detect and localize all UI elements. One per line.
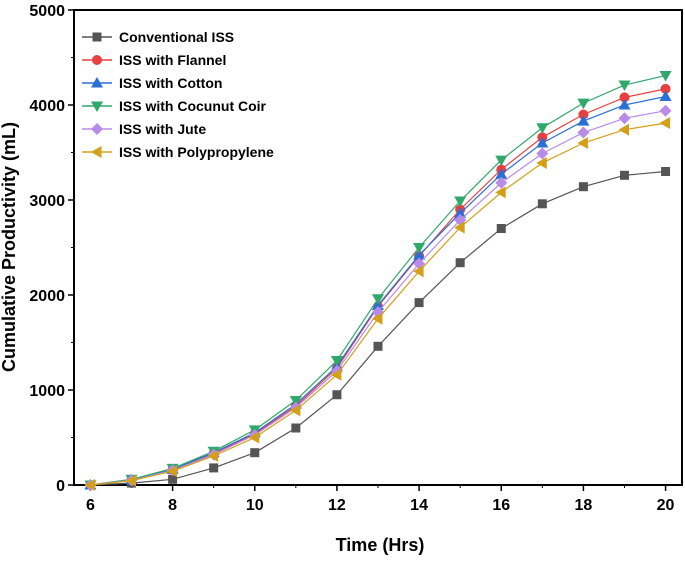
- data-point: [248, 431, 260, 444]
- x-tick-label: 8: [168, 497, 177, 514]
- data-point: [618, 112, 631, 125]
- series-5: [84, 117, 671, 491]
- data-point: [209, 463, 219, 473]
- x-tick-label: 10: [246, 497, 264, 514]
- data-point: [495, 155, 508, 167]
- series-line: [90, 75, 666, 486]
- legend: Conventional ISS ISS with Flannel ISS with…: [82, 29, 274, 160]
- data-point: [495, 186, 506, 199]
- legend-marker: [91, 146, 102, 158]
- x-tick-label: 20: [657, 497, 675, 514]
- data-point: [578, 109, 589, 120]
- data-point: [619, 170, 629, 180]
- legend-item: Conventional ISS: [82, 29, 234, 45]
- x-tick-label: 6: [86, 497, 95, 514]
- series-0: [85, 167, 671, 490]
- data-point: [659, 117, 671, 130]
- data-point: [291, 423, 301, 433]
- data-point: [618, 99, 631, 110]
- data-point: [578, 182, 588, 192]
- data-point: [166, 465, 178, 478]
- data-point: [537, 199, 547, 209]
- data-point: [577, 137, 588, 149]
- legend-label: Conventional ISS: [119, 29, 234, 45]
- data-point: [495, 168, 508, 179]
- legend-label: ISS with Cocunut Coir: [119, 98, 267, 114]
- data-point: [372, 294, 384, 305]
- legend-label: ISS with Polypropylene: [119, 144, 274, 160]
- data-point: [659, 104, 672, 117]
- y-axis-title: Cumulative Productivity (mL): [0, 122, 19, 372]
- data-point: [125, 474, 137, 487]
- y-tick-label: 5000: [29, 3, 65, 20]
- legend-marker: [91, 77, 103, 88]
- legend-item: ISS with Jute: [82, 121, 206, 137]
- data-point: [536, 137, 549, 148]
- data-point: [332, 390, 342, 400]
- x-tick-label: 18: [575, 497, 593, 514]
- legend-marker: [92, 32, 102, 42]
- legend-label: ISS with Cotton: [119, 75, 222, 91]
- legend-label: ISS with Jute: [119, 121, 206, 137]
- y-tick-label: 0: [56, 478, 65, 495]
- data-point: [536, 147, 549, 160]
- data-point: [372, 312, 383, 325]
- data-point: [413, 265, 424, 278]
- data-point: [661, 167, 671, 176]
- data-point: [496, 224, 506, 233]
- data-point: [619, 92, 630, 103]
- data-point: [455, 258, 465, 268]
- series-layer: [84, 71, 672, 491]
- data-point: [659, 90, 672, 101]
- data-point: [659, 71, 672, 82]
- x-axis-title: Time (Hrs): [336, 535, 425, 555]
- data-point: [618, 80, 631, 92]
- axes: 6 8 10 12 14 16 18 20 0 1000 2000 3000 4000 5000: [29, 3, 683, 514]
- legend-marker: [91, 101, 103, 112]
- data-point: [413, 249, 426, 260]
- legend-item: ISS with Flannel: [82, 52, 226, 68]
- legend-item: ISS with Cotton: [82, 75, 222, 91]
- data-point: [454, 207, 467, 218]
- legend-item: ISS with Cocunut Coir: [82, 98, 267, 114]
- data-point: [577, 98, 590, 110]
- y-tick-label: 3000: [29, 193, 65, 210]
- y-tick-label: 1000: [29, 383, 65, 400]
- data-point: [413, 243, 426, 254]
- data-point: [168, 474, 178, 484]
- data-point: [289, 395, 302, 407]
- data-point: [536, 156, 547, 169]
- data-point: [250, 448, 260, 458]
- data-point: [289, 404, 301, 417]
- x-tick-label: 16: [492, 497, 510, 514]
- y-tick-label: 4000: [29, 98, 65, 115]
- series-3: [84, 71, 672, 491]
- data-point: [330, 356, 343, 367]
- data-point: [330, 368, 342, 381]
- data-point: [577, 115, 590, 126]
- series-line: [90, 170, 666, 486]
- y-tick-label: 2000: [29, 288, 65, 305]
- data-point: [414, 298, 424, 308]
- data-point: [373, 341, 383, 351]
- data-point: [618, 123, 629, 136]
- data-point: [495, 176, 508, 189]
- legend-marker: [91, 123, 103, 135]
- x-tick-label: 12: [328, 497, 346, 514]
- data-point: [454, 221, 465, 234]
- x-tick-label: 14: [410, 497, 428, 514]
- data-point: [536, 123, 549, 134]
- data-point: [577, 126, 590, 139]
- legend-marker: [92, 55, 102, 65]
- data-point: [207, 450, 219, 463]
- data-point: [660, 83, 671, 94]
- data-point: [84, 479, 95, 491]
- legend-label: ISS with Flannel: [119, 52, 226, 68]
- data-point: [454, 196, 467, 207]
- legend-item: ISS with Polypropylene: [82, 144, 274, 160]
